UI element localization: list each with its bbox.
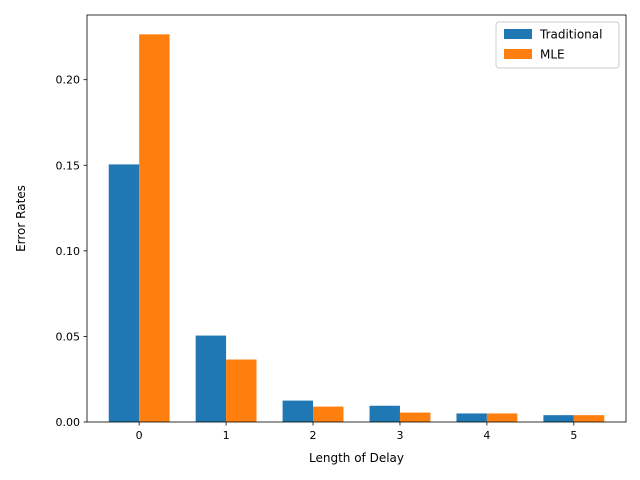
y-axis: 0.00 0.05 0.10 0.15 0.20 [56,74,87,429]
bar-mle-5 [573,415,605,422]
bar-mle-2 [313,406,344,422]
bar-mle-1 [226,359,257,422]
y-tick-label: 0.15 [56,159,81,172]
x-tick-label: 4 [483,429,490,442]
legend-swatch-traditional [504,29,532,39]
legend-label-mle: MLE [540,48,565,62]
y-tick-label: 0.20 [56,74,81,87]
bar-mle-3 [399,412,431,422]
y-tick-label: 0.00 [56,416,81,429]
legend: Traditional MLE [495,21,620,69]
x-tick-label: 0 [136,429,143,442]
bar-mle-0 [139,34,170,422]
y-tick-label: 0.10 [56,245,81,258]
bar-traditional-1 [195,335,227,422]
y-axis-label: Error Rates [14,185,28,252]
x-axis-label: Length of Delay [309,451,404,465]
x-tick-label: 2 [310,429,317,442]
bar-traditional-0 [108,164,140,422]
bar-traditional-4 [456,413,487,422]
y-tick-label: 0.05 [56,330,81,343]
plot-frame [86,14,627,423]
bar-traditional-2 [282,400,314,422]
bar-traditional-5 [543,415,574,422]
x-tick-label: 1 [223,429,230,442]
legend-swatch-mle [504,49,532,59]
x-tick-label: 5 [570,429,577,442]
bar-mle-4 [486,413,518,422]
legend-label-traditional: Traditional [539,28,602,42]
x-tick-label: 3 [396,429,403,442]
bar-traditional-3 [369,405,400,422]
bars-group [108,34,605,422]
x-axis: 0 1 2 3 4 5 [136,422,577,442]
